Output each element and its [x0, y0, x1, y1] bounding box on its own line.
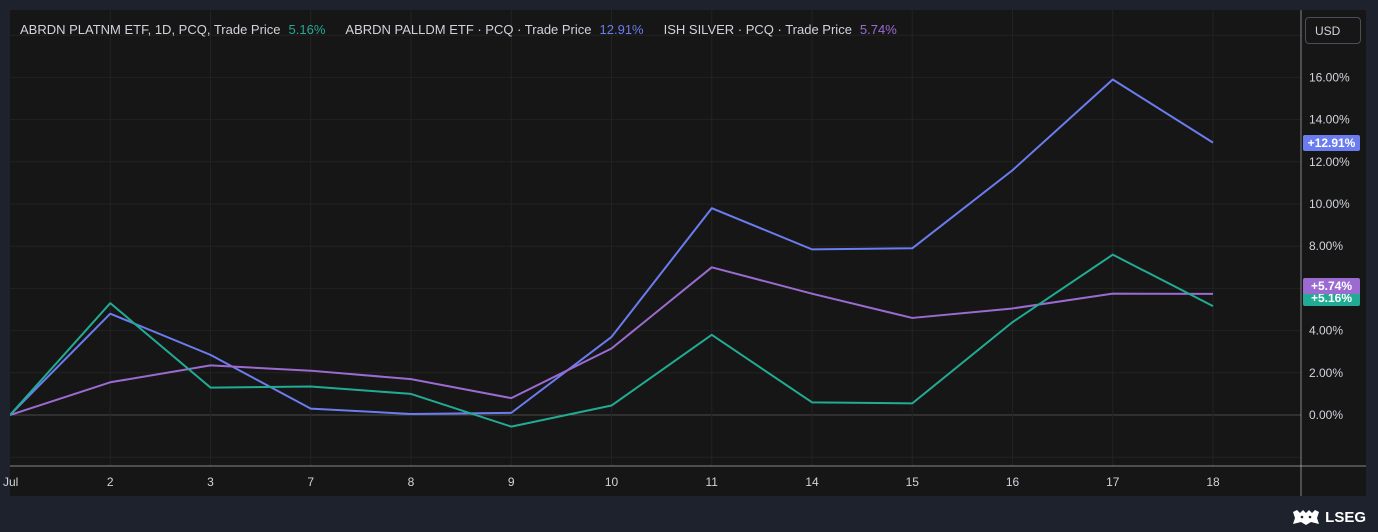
- x-tick-label: Jul: [3, 475, 18, 489]
- x-tick-label: 8: [408, 475, 415, 489]
- legend-value: 12.91%: [599, 22, 644, 37]
- last-value-label: +5.16%: [1311, 291, 1352, 305]
- y-tick-label: 14.00%: [1309, 113, 1350, 127]
- lion-crest-icon: [1293, 510, 1320, 525]
- brand-logo: LSEG: [1291, 508, 1366, 526]
- legend: ABRDN PLATNM ETF, 1D, PCQ, Trade Price 5…: [20, 22, 897, 37]
- y-tick-label: 4.00%: [1309, 324, 1343, 338]
- last-value-badge: [1303, 278, 1360, 294]
- x-tick-label: 14: [805, 475, 819, 489]
- last-value-label: +12.91%: [1308, 136, 1356, 150]
- brand-name: LSEG: [1325, 508, 1366, 526]
- legend-value: 5.16%: [288, 22, 326, 37]
- legend-item-palladium[interactable]: ABRDN PALLDM ETF · PCQ · Trade Price 12.…: [345, 22, 643, 37]
- legend-item-silver[interactable]: ISH SILVER · PCQ · Trade Price 5.74%: [664, 22, 897, 37]
- x-tick-label: 16: [1006, 475, 1020, 489]
- last-value-badge: [1303, 135, 1360, 151]
- x-tick-label: 10: [605, 475, 619, 489]
- x-tick-label: 17: [1106, 475, 1120, 489]
- last-value-label: +5.74%: [1311, 279, 1352, 293]
- legend-label: ABRDN PALLDM ETF · PCQ · Trade Price: [345, 22, 592, 37]
- y-tick-label: 10.00%: [1309, 197, 1350, 211]
- y-tick-label: 8.00%: [1309, 239, 1343, 253]
- x-tick-label: 15: [906, 475, 920, 489]
- y-tick-label: 12.00%: [1309, 155, 1350, 169]
- y-tick-label: 2.00%: [1309, 366, 1343, 380]
- x-tick-label: 18: [1206, 475, 1220, 489]
- y-tick-label: 16.00%: [1309, 70, 1350, 84]
- y-tick-label: 0.00%: [1309, 408, 1343, 422]
- currency-button[interactable]: USD: [1305, 17, 1361, 44]
- legend-label: ABRDN PLATNM ETF, 1D, PCQ, Trade Price: [20, 22, 281, 37]
- x-tick-label: 11: [706, 475, 719, 489]
- x-tick-label: 9: [508, 475, 515, 489]
- x-tick-label: 7: [307, 475, 314, 489]
- legend-value: 5.74%: [859, 22, 897, 37]
- x-tick-label: 3: [207, 475, 214, 489]
- x-tick-label: 2: [107, 475, 114, 489]
- legend-item-platinum[interactable]: ABRDN PLATNM ETF, 1D, PCQ, Trade Price 5…: [20, 22, 325, 37]
- legend-label: ISH SILVER · PCQ · Trade Price: [663, 22, 852, 37]
